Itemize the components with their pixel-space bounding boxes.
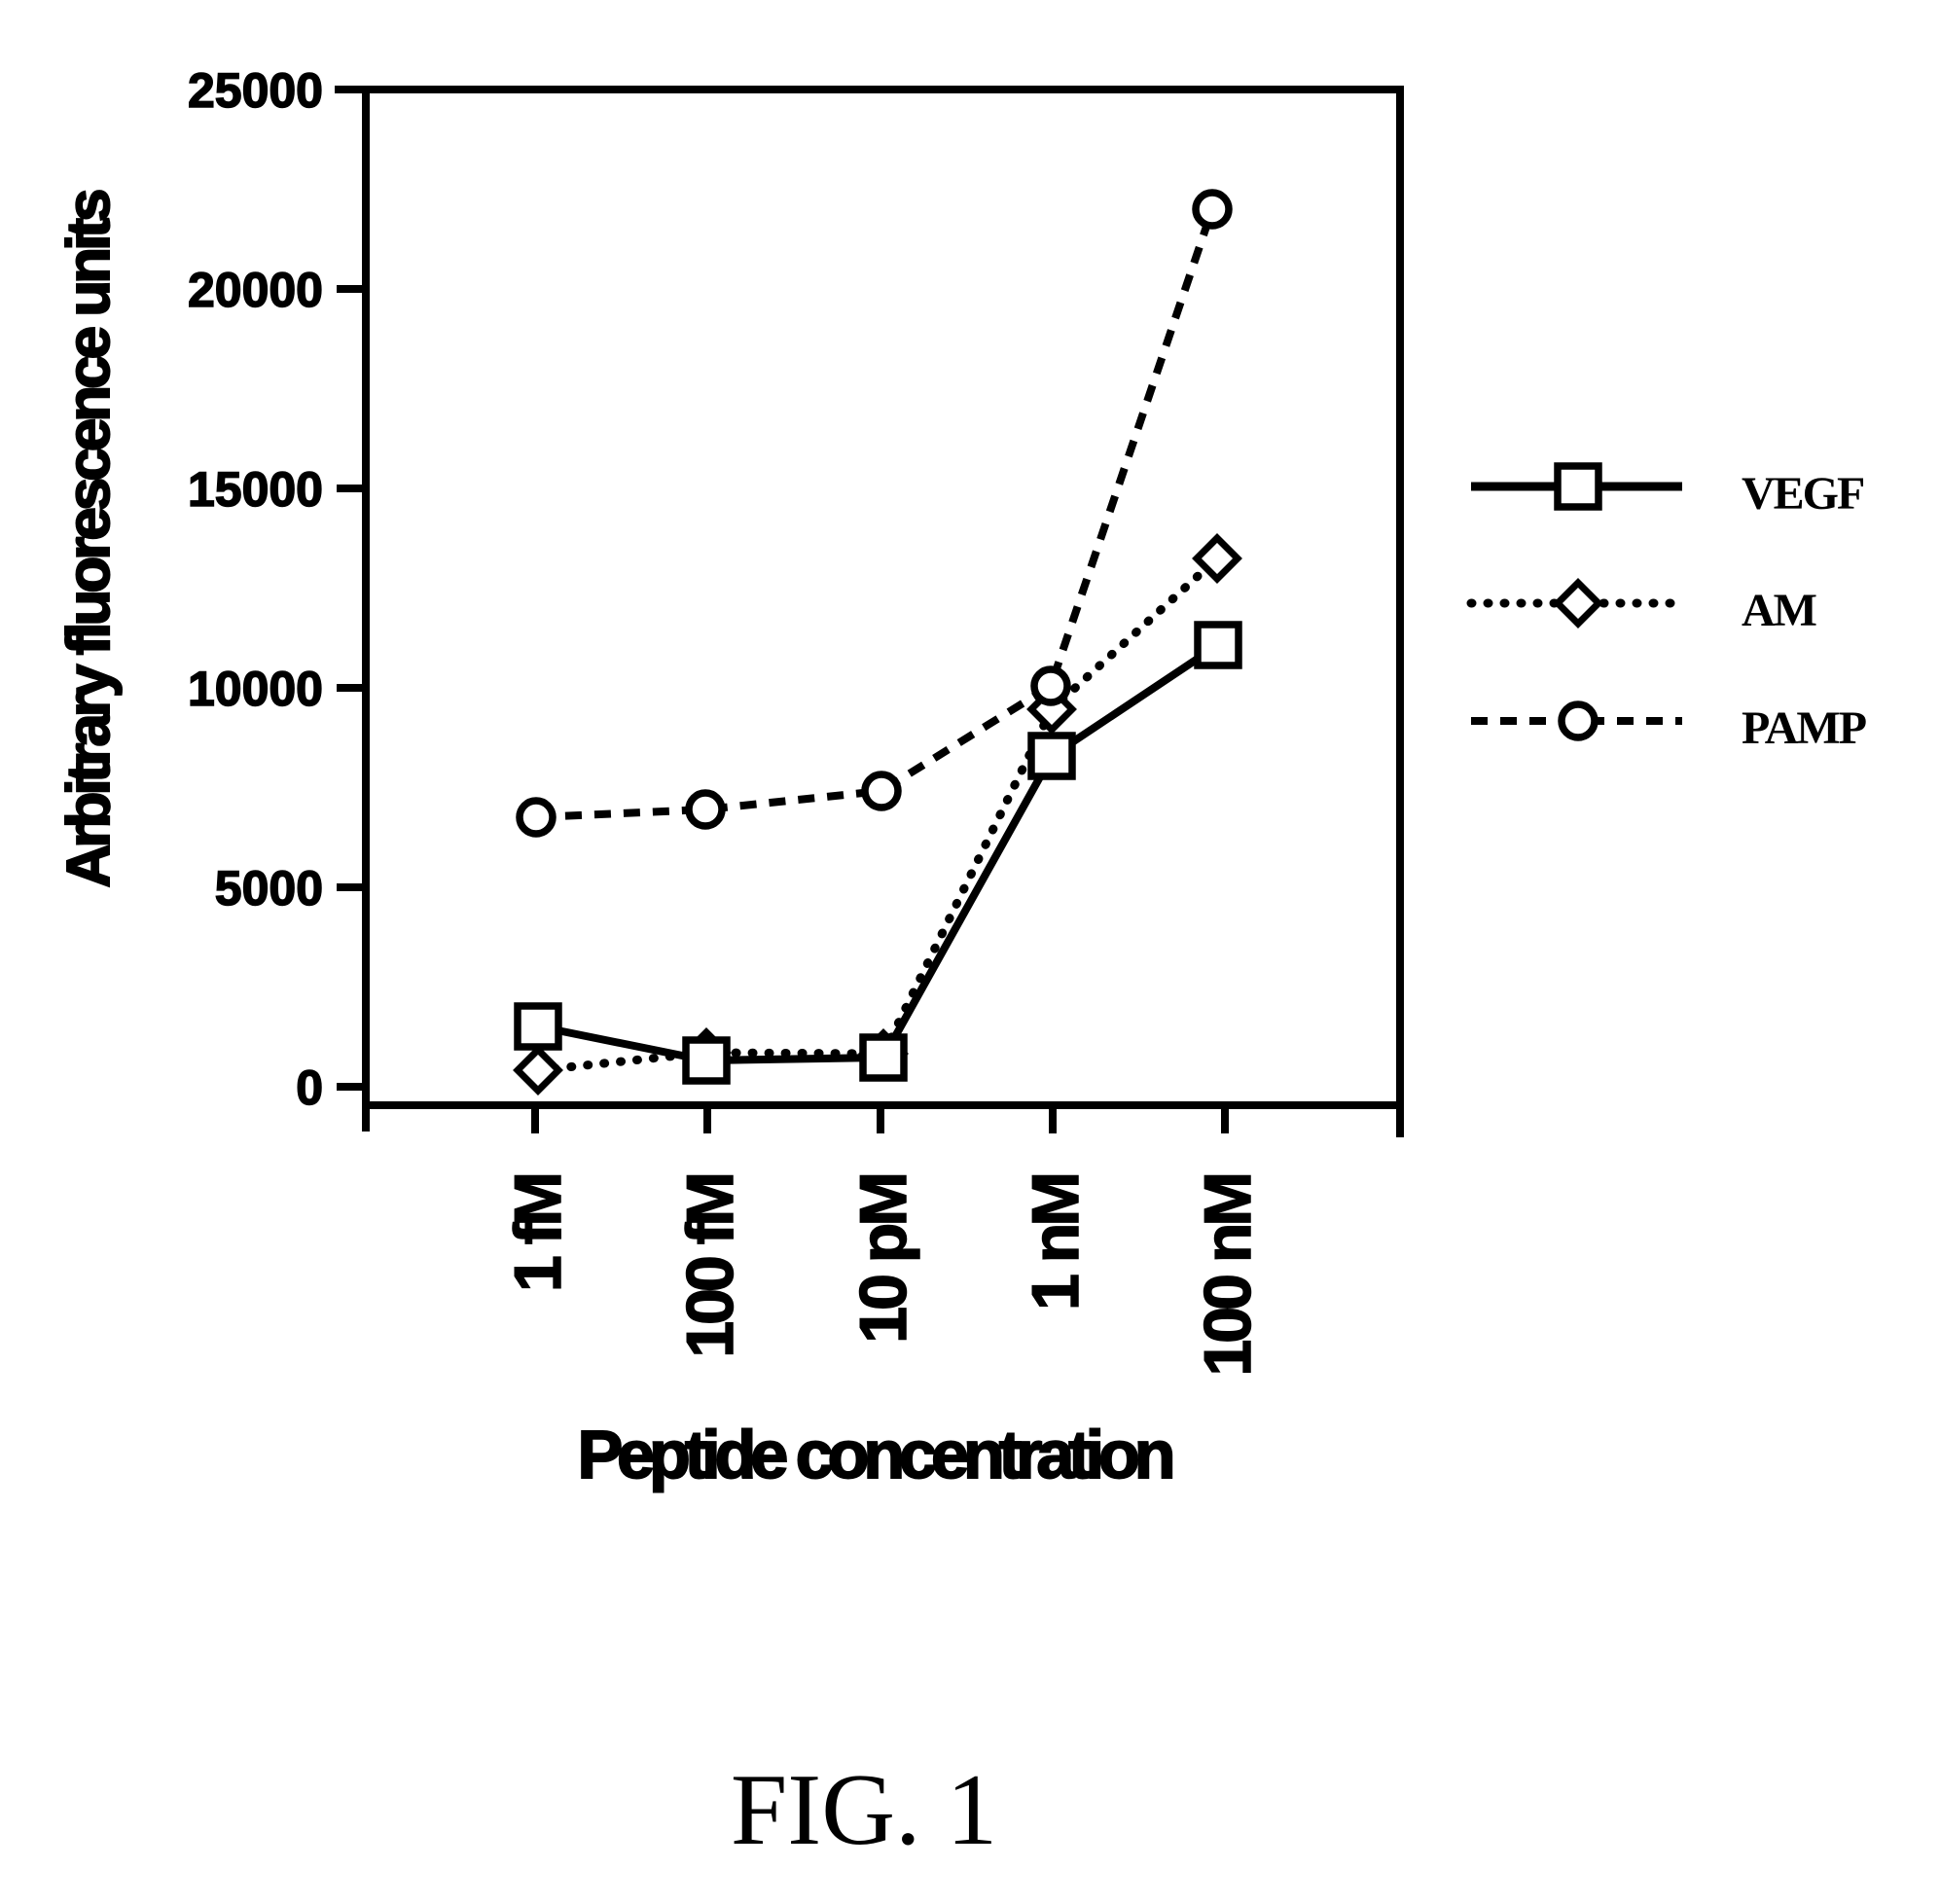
svg-text:10000: 10000 — [188, 662, 323, 716]
svg-text:PAMP: PAMP — [1742, 702, 1866, 754]
svg-text:Peptide concentration: Peptide concentration — [577, 1417, 1171, 1492]
svg-text:AM: AM — [1742, 585, 1816, 636]
svg-text:1 nM: 1 nM — [1019, 1175, 1093, 1311]
svg-text:25000: 25000 — [188, 63, 323, 118]
svg-text:15000: 15000 — [188, 462, 323, 517]
svg-text:100 nM: 100 nM — [1191, 1175, 1265, 1377]
svg-text:VEGF: VEGF — [1742, 468, 1864, 520]
svg-text:20000: 20000 — [188, 263, 323, 317]
svg-text:FIG. 1: FIG. 1 — [731, 1752, 997, 1866]
svg-text:Arbitrary fluorescence units: Arbitrary fluorescence units — [55, 191, 123, 887]
svg-text:100 fM: 100 fM — [673, 1175, 747, 1358]
svg-text:0: 0 — [296, 1060, 323, 1115]
svg-text:1 fM: 1 fM — [501, 1175, 575, 1292]
svg-text:10 pM: 10 pM — [846, 1175, 920, 1344]
svg-text:5000: 5000 — [215, 861, 323, 916]
